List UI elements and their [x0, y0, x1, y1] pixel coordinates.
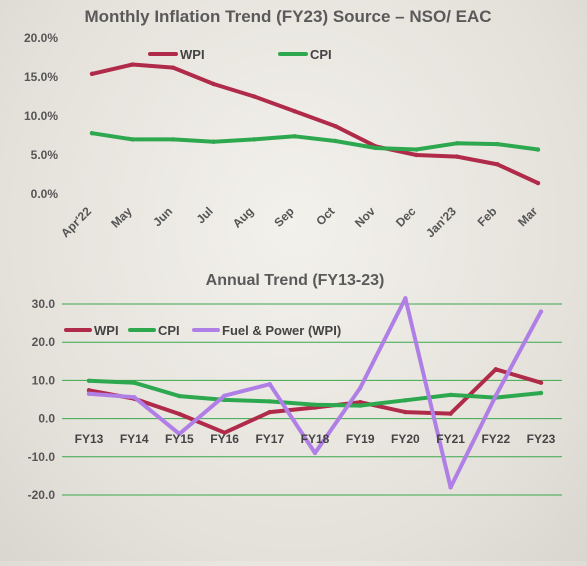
legend-label-cpi: CPI — [310, 47, 332, 62]
y-tick-label: 20.0% — [24, 31, 58, 45]
data-point-wpi — [211, 81, 216, 87]
data-point-fuel-power-wpi — [403, 296, 408, 301]
data-point-wpi — [358, 399, 363, 405]
data-point-wpi — [251, 94, 257, 99]
data-point-cpi — [535, 147, 541, 152]
data-point-cpi — [448, 392, 453, 398]
chart-title: Monthly Inflation Trend (FY23) Source – … — [84, 7, 491, 26]
x-tick-label: FY23 — [527, 432, 556, 446]
x-tick-label: Dec — [393, 204, 419, 230]
data-point-cpi — [312, 402, 318, 408]
data-point-wpi — [414, 152, 419, 158]
chart-title: Annual Trend (FY13-23) — [206, 272, 385, 289]
x-tick-label: Aug — [230, 204, 256, 230]
data-point-cpi — [358, 403, 363, 408]
y-tick-label: -10.0 — [28, 450, 56, 464]
series-line-cpi — [90, 131, 540, 152]
y-tick-label: 0.0 — [38, 412, 55, 426]
data-point-wpi — [222, 430, 227, 435]
data-point-wpi — [86, 388, 92, 393]
x-tick-label: FY19 — [346, 432, 375, 446]
y-tick-label: -20.0 — [28, 488, 56, 502]
data-point-wpi — [448, 411, 453, 416]
data-point-cpi — [373, 145, 379, 151]
data-point-fuel-power-wpi — [222, 393, 227, 398]
x-tick-label: FY22 — [481, 432, 510, 446]
data-point-cpi — [538, 390, 544, 396]
x-tick-label: FY16 — [210, 432, 239, 446]
y-tick-label: 20.0 — [32, 335, 56, 349]
data-point-wpi — [495, 162, 500, 167]
series-line-wpi — [87, 367, 543, 435]
y-tick-label: 10.0% — [24, 109, 58, 123]
y-tick-label: 0.0% — [31, 187, 59, 201]
data-point-wpi — [89, 71, 95, 77]
x-tick-label: Apr'22 — [58, 204, 94, 240]
y-tick-label: 30.0 — [32, 297, 56, 311]
x-tick-label: Sep — [271, 204, 296, 229]
data-point-cpi — [211, 139, 216, 144]
data-point-wpi — [130, 62, 135, 67]
x-tick-label: Mar — [515, 204, 540, 229]
data-point-cpi — [403, 398, 408, 403]
data-point-wpi — [538, 380, 544, 385]
data-point-cpi — [170, 137, 176, 142]
data-point-cpi — [130, 137, 135, 142]
data-point-cpi — [414, 147, 419, 152]
x-tick-label: Jul — [194, 204, 216, 226]
y-tick-label: 15.0% — [24, 70, 58, 84]
data-point-wpi — [333, 123, 338, 129]
data-point-wpi — [177, 411, 182, 417]
data-point-wpi — [267, 409, 272, 415]
x-tick-label: FY18 — [301, 432, 330, 446]
data-point-wpi — [493, 367, 498, 372]
data-point-fuel-power-wpi — [132, 395, 137, 400]
data-point-wpi — [170, 65, 176, 70]
data-point-fuel-power-wpi — [312, 450, 318, 456]
data-point-cpi — [89, 130, 95, 136]
data-point-fuel-power-wpi — [267, 382, 272, 387]
data-point-wpi — [454, 154, 460, 159]
data-point-cpi — [333, 138, 338, 144]
x-tick-label: Nov — [352, 204, 378, 230]
data-point-wpi — [403, 409, 408, 415]
series-line-wpi — [90, 62, 540, 186]
data-point-fuel-power-wpi — [493, 393, 498, 398]
x-tick-label: Jan'23 — [423, 204, 459, 240]
legend-label-wpi: WPI — [180, 47, 205, 62]
data-point-cpi — [292, 134, 297, 139]
x-tick-label: FY20 — [391, 432, 420, 446]
x-tick-label: FY13 — [75, 432, 104, 446]
legend-label-fuel-power-wpi: Fuel & Power (WPI) — [222, 323, 341, 338]
data-point-cpi — [132, 380, 137, 385]
y-tick-label: 5.0% — [31, 148, 59, 162]
data-point-cpi — [251, 137, 257, 142]
x-tick-label: Feb — [475, 204, 500, 229]
x-tick-label: FY21 — [436, 432, 465, 446]
x-tick-label: Oct — [313, 204, 337, 228]
data-point-wpi — [292, 109, 297, 114]
x-tick-label: FY14 — [120, 432, 149, 446]
x-tick-label: May — [108, 204, 135, 231]
data-point-cpi — [177, 393, 182, 399]
data-point-cpi — [495, 141, 500, 147]
data-point-fuel-power-wpi — [86, 391, 92, 396]
y-tick-label: 10.0 — [32, 373, 56, 387]
data-point-fuel-power-wpi — [448, 485, 453, 490]
data-point-cpi — [454, 141, 460, 146]
legend-label-cpi: CPI — [158, 323, 180, 338]
data-point-cpi — [86, 378, 92, 383]
data-point-cpi — [267, 399, 272, 404]
data-point-fuel-power-wpi — [538, 309, 544, 314]
x-tick-label: Jun — [150, 204, 175, 229]
data-point-fuel-power-wpi — [358, 385, 363, 391]
data-point-wpi — [535, 180, 541, 186]
legend-label-wpi: WPI — [94, 323, 119, 338]
x-tick-label: FY17 — [255, 432, 284, 446]
x-tick-label: FY15 — [165, 432, 194, 446]
data-point-fuel-power-wpi — [177, 431, 182, 437]
